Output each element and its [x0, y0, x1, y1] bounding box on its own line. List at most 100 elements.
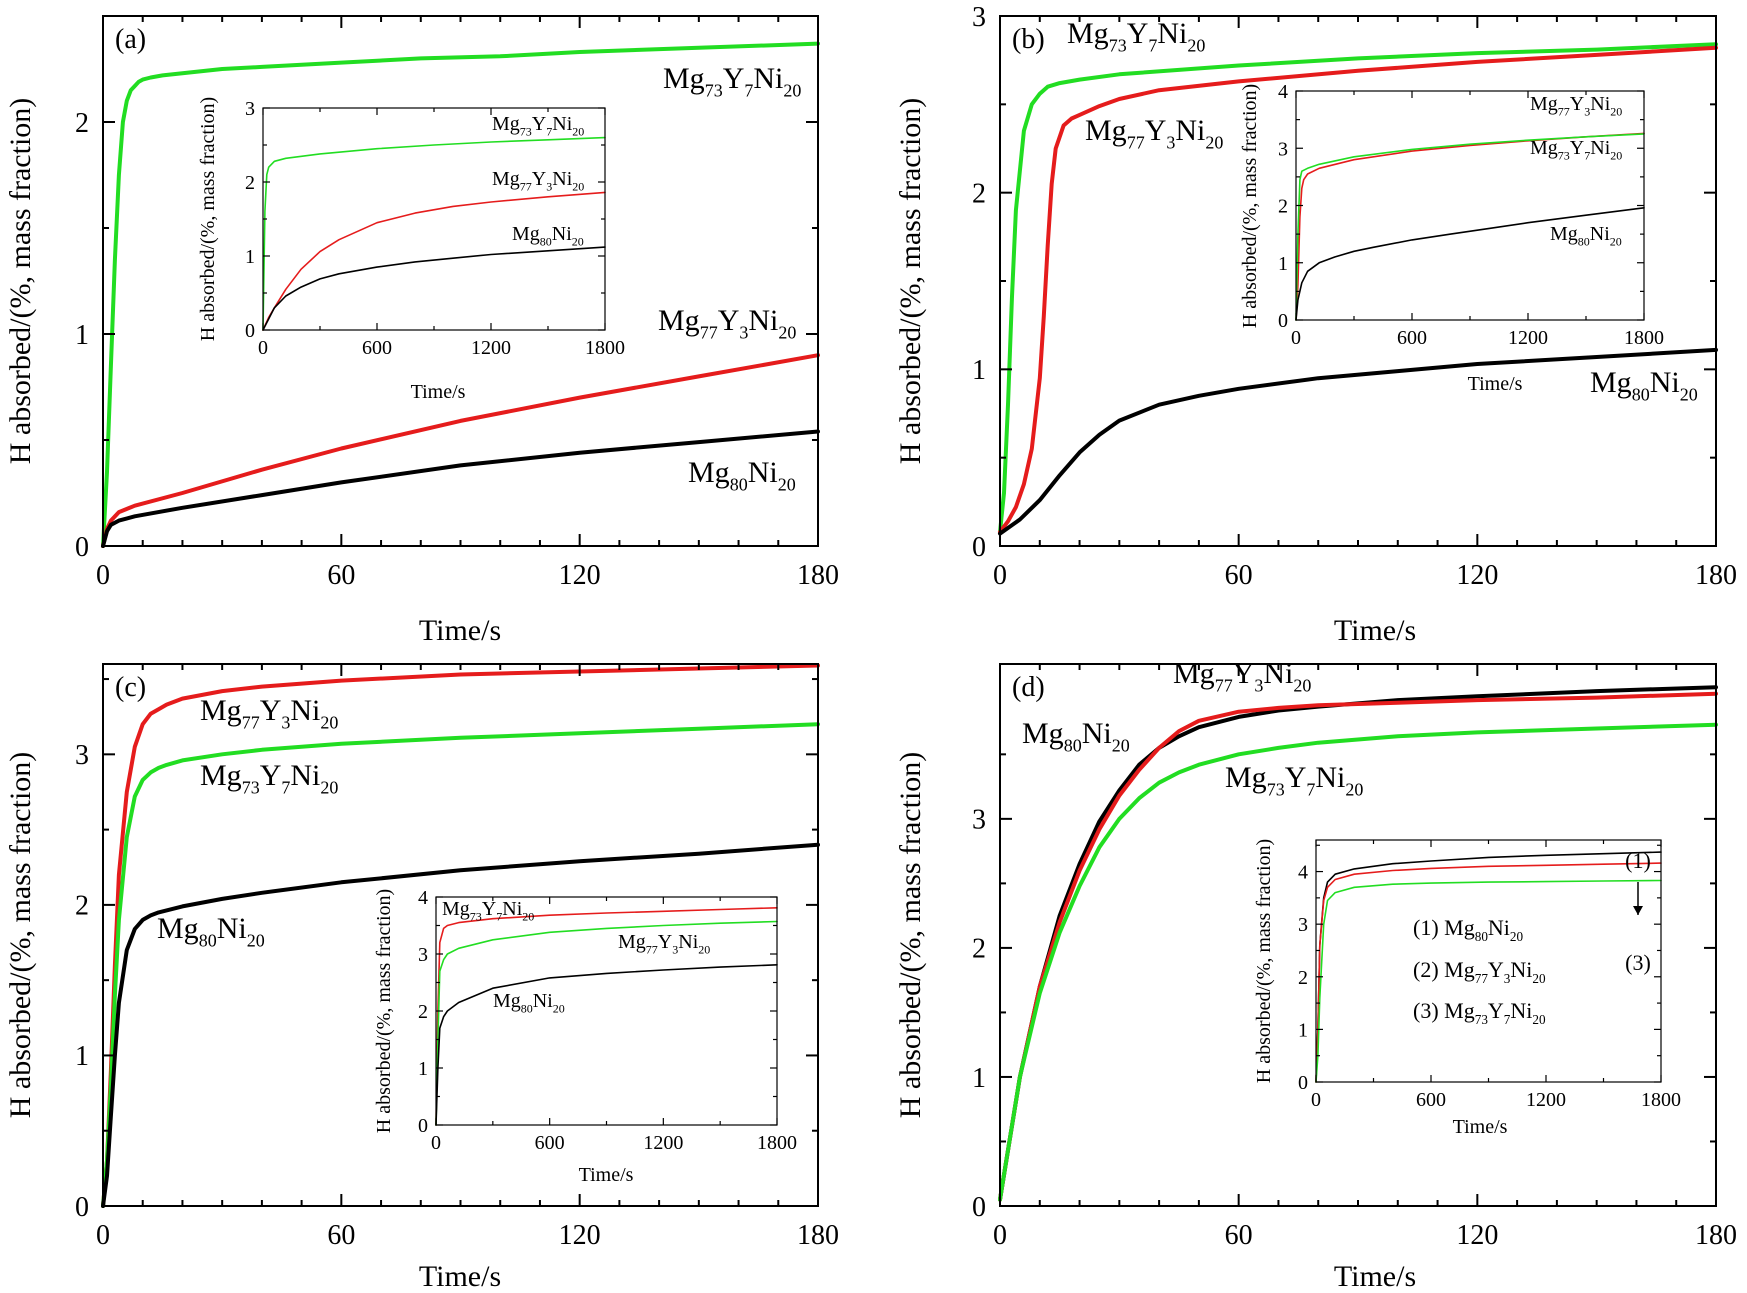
panel-b-x-tick-label: 120 — [1456, 560, 1498, 591]
inset-b-y-tick-label: 3 — [1278, 138, 1288, 160]
formula-part: Ni — [1510, 957, 1532, 982]
inset-d-y-tick-label: 4 — [1298, 862, 1308, 884]
formula-part: Mg — [618, 931, 646, 953]
panel-d-series-Mg73Y7Ni20 — [998, 722, 1718, 1202]
subscript: 73 — [242, 777, 260, 797]
subscript: 80 — [521, 1002, 533, 1016]
subscript: 7 — [496, 910, 502, 924]
formula-part: Ni — [552, 168, 572, 190]
formula-part: Ni — [1157, 17, 1187, 50]
panel-c-y-tick-label: 0 — [75, 1192, 89, 1223]
formula-part: Y — [532, 113, 546, 135]
subscript: 20 — [522, 910, 534, 924]
formula-part: Mg — [1444, 915, 1475, 940]
subscript: 77 — [700, 322, 718, 342]
inset-b-x-axis-title: Time/s — [1468, 373, 1523, 395]
inset-b: 0 600 1200 1800 0 1 2 3 4 Time/s H absorbed/(%, ma… — [1239, 81, 1664, 395]
panel-d-curve-label: Mg77Y3Ni20 — [1173, 657, 1311, 695]
panel-a-curve-label: Mg80Ni20 — [688, 456, 796, 494]
inset-d-x-tick-label: 0 — [1311, 1089, 1321, 1111]
formula-part: Y — [658, 931, 672, 953]
subscript: 73 — [1109, 35, 1127, 55]
formula-part: Mg — [1225, 761, 1267, 794]
panel-b-curve-label: Mg77Y3Ni20 — [1085, 114, 1223, 152]
subscript: 73 — [470, 910, 482, 924]
inset-order-arrow-head — [1633, 906, 1643, 915]
formula-part: Y — [532, 168, 546, 190]
panel-b-x-tick-label: 0 — [993, 560, 1007, 591]
inset-d-legend-entry: (2) Mg77Y3Ni20 — [1413, 957, 1546, 986]
subscript: 20 — [1510, 929, 1524, 944]
panel-c-label: (c) — [115, 672, 146, 703]
subscript: 3 — [1504, 971, 1511, 986]
formula-part: Y — [1285, 761, 1307, 794]
formula-part: Mg — [1173, 657, 1215, 690]
panel-a-label: (a) — [115, 24, 146, 55]
panel-c-series-Mg80Ni20 — [101, 842, 820, 1208]
formula-part: Mg — [492, 168, 520, 190]
subscript: 3 — [546, 180, 552, 194]
subscript: 80 — [1064, 735, 1082, 755]
inset-d-series-Mg77Y3Ni20 — [1315, 862, 1662, 1083]
formula-part: Mg — [492, 113, 520, 135]
formula-part: Mg — [200, 694, 242, 727]
panel-d-series-Mg77Y3Ni20 — [998, 691, 1718, 1202]
subscript: 7 — [281, 777, 290, 797]
panel-b-series-Mg73Y7Ni20 — [998, 42, 1718, 534]
subscript: 77 — [520, 180, 532, 194]
subscript: 20 — [1532, 1012, 1546, 1027]
subscript: 3 — [1254, 675, 1263, 695]
inset-c-x-tick-label: 1800 — [757, 1132, 797, 1154]
subscript: 7 — [744, 80, 753, 100]
subscript: 7 — [1148, 35, 1157, 55]
subscript: 20 — [1293, 675, 1311, 695]
panel-b-y-tick-label: 0 — [972, 532, 986, 563]
inset-a-y-tick-label: 0 — [245, 320, 255, 342]
inset-b-x-tick-label: 1800 — [1624, 327, 1664, 349]
panel-a-series-Mg77Y3Ni20 — [101, 353, 820, 548]
panel-b-curve-label: Mg73Y7Ni20 — [1067, 17, 1205, 55]
panel-a-y-tick-label: 1 — [75, 320, 89, 351]
panel-a-series-Mg73Y7Ni20 — [101, 41, 820, 548]
subscript: 20 — [783, 80, 801, 100]
formula-part: Mg — [512, 223, 540, 245]
subscript: 80 — [540, 235, 552, 249]
subscript: 3 — [1166, 132, 1175, 152]
formula-part: Ni — [552, 223, 572, 245]
subscript: 77 — [1558, 105, 1570, 119]
panel-b-x-tick-label: 60 — [1225, 560, 1253, 591]
inset-d-x-tick-label: 600 — [1416, 1089, 1446, 1111]
formula-part: Mg — [1067, 17, 1109, 50]
formula-part: Ni — [290, 694, 320, 727]
panel-d-x-axis-title: Time/s — [1334, 1260, 1416, 1293]
subscript: 20 — [1532, 971, 1546, 986]
inset-a-y-tick-label: 3 — [245, 98, 255, 120]
formula-part: Ni — [1590, 137, 1610, 159]
panel-d-y-tick-label: 1 — [972, 1063, 986, 1094]
inset-b-y-axis-title: H absorbed/(%, mass fraction) — [1239, 84, 1261, 328]
panel-d-curve-label: Mg73Y7Ni20 — [1225, 761, 1363, 799]
panel-c-x-tick-label: 120 — [559, 1220, 601, 1251]
subscript: 20 — [1187, 35, 1205, 55]
formula-part: Y — [1488, 957, 1504, 982]
inset-a-curve-label: Mg77Y3Ni20 — [492, 168, 584, 194]
panel-c-x-tick-label: 0 — [96, 1220, 110, 1251]
formula-part: Ni — [1590, 223, 1610, 245]
formula-part: Ni — [290, 759, 320, 792]
subscript: 7 — [1306, 779, 1315, 799]
panel-a-x-axis-title: Time/s — [419, 614, 501, 647]
panel-c-y-tick-label: 1 — [75, 1041, 89, 1072]
panel-a-series-Mg80Ni20 — [101, 429, 820, 548]
inset-d-y-axis-title: H absorbed/(%, mass fraction) — [1253, 839, 1275, 1083]
subscript: 20 — [1610, 105, 1622, 119]
formula-part: Ni — [678, 931, 698, 953]
panel-a-curve-label: Mg77Y3Ni20 — [658, 304, 796, 342]
panel-d-x-tick-label: 0 — [993, 1220, 1007, 1251]
panel-c-curve-label: Mg80Ni20 — [157, 912, 265, 950]
inset-d-legend-entry: (1) Mg80Ni20 — [1413, 915, 1524, 944]
formula-part: Mg — [1444, 998, 1475, 1023]
